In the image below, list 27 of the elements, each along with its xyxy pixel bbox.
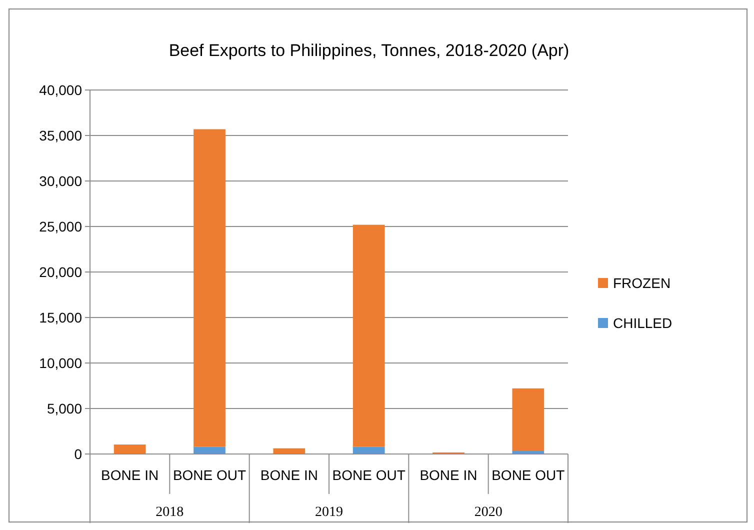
legend-label: FROZEN (613, 274, 671, 291)
x-tick-label: BONE IN (260, 467, 318, 483)
x-tick-label: BONE OUT (332, 467, 406, 483)
bar (194, 129, 226, 447)
bar (114, 444, 146, 454)
y-tick-label: 5,000 (46, 400, 82, 416)
y-tick-label: 30,000 (39, 172, 82, 189)
y-tick-label: 35,000 (39, 127, 82, 144)
x-tick-label: BONE OUT (172, 467, 247, 483)
text: 2020 (474, 505, 502, 520)
legend-label: CHILLED (613, 314, 672, 331)
y-tick-label: 0 (74, 446, 82, 462)
y-tick-label: 10,000 (39, 354, 82, 371)
text: 2019 (315, 505, 343, 520)
x-tick-label: BONE OUT (492, 467, 566, 483)
bar (352, 224, 385, 447)
y-tick-label: 20,000 (39, 264, 82, 280)
text: 2018 (156, 505, 184, 520)
bar (194, 446, 226, 454)
y-tick-label: 40,000 (39, 82, 82, 98)
x-tick-label: BONE IN (420, 467, 478, 483)
x-tick-label: BONE IN (101, 467, 159, 483)
chart-title: Beef Exports to Philippines, Tonnes, 2018-2020 (Apr) (168, 41, 570, 60)
y-tick-label: 15,000 (39, 309, 82, 326)
bar (352, 446, 385, 454)
bar (512, 388, 544, 451)
y-tick-label: 25,000 (39, 218, 82, 234)
